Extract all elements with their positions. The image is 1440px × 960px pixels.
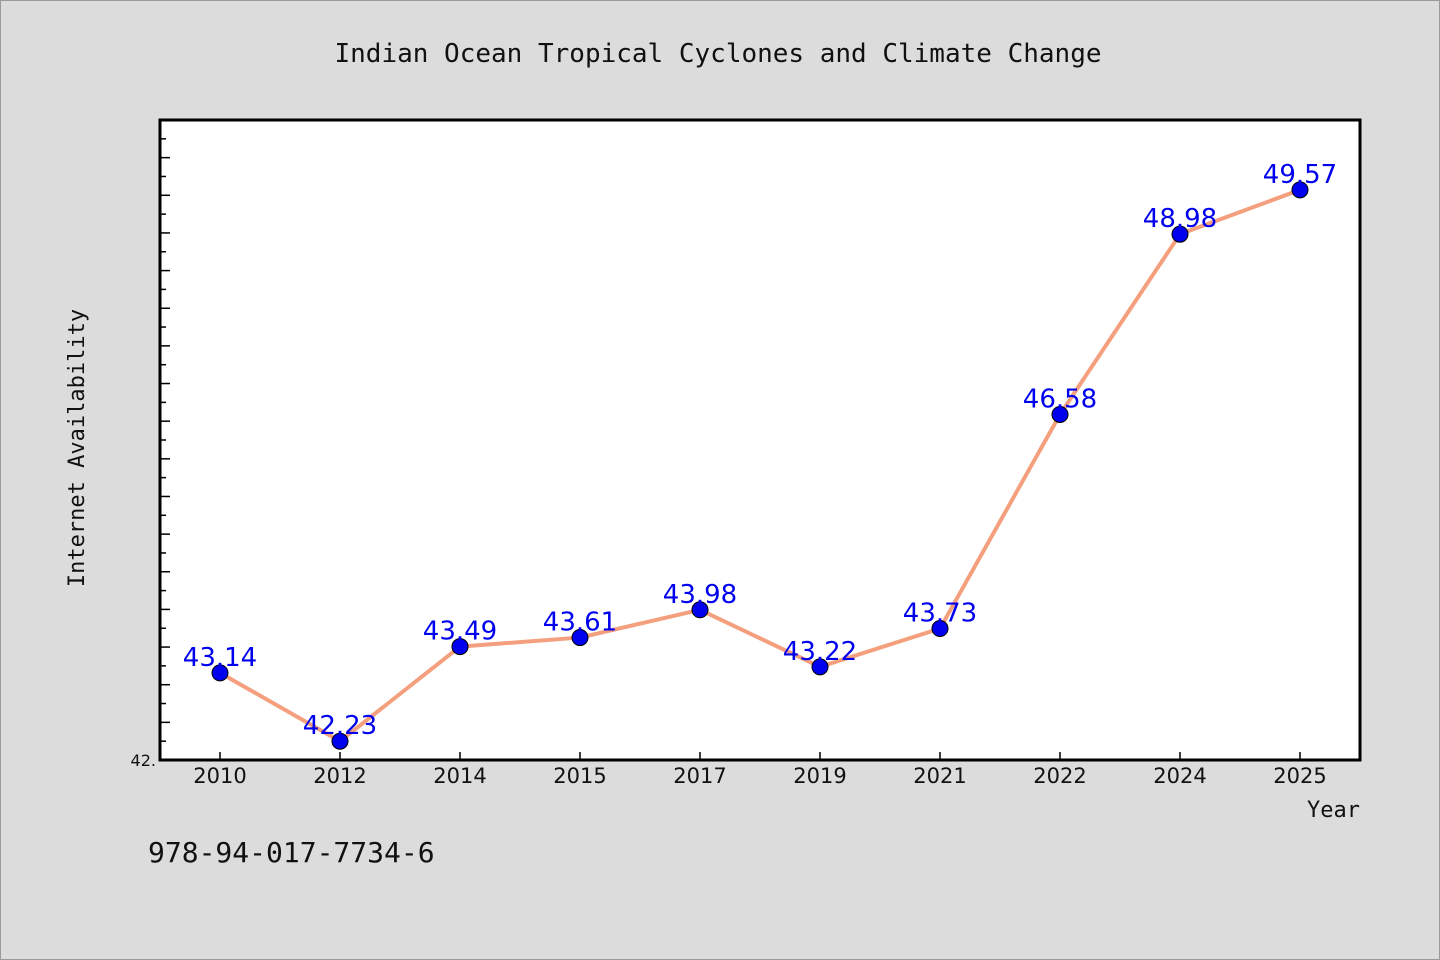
x-tick-label: 2022 — [1033, 764, 1086, 788]
data-label: 42.23 — [303, 711, 377, 741]
x-tick-label: 2019 — [793, 764, 846, 788]
data-point — [571, 629, 589, 647]
x-axis-ticks: 2010 2012 2014 2015 2017 2019 2021 2022 2024 2025 — [193, 752, 1327, 788]
data-point — [691, 601, 709, 619]
data-point — [1171, 225, 1189, 243]
data-point — [331, 732, 349, 750]
x-tick-label: 2025 — [1273, 764, 1326, 788]
y-axis-label: Internet Availability — [65, 309, 90, 587]
data-point — [451, 638, 469, 656]
x-tick-label: 2010 — [193, 764, 246, 788]
data-label: 43.22 — [783, 637, 857, 667]
plot-area — [160, 120, 1360, 760]
data-labels: 43.14 42.23 43.49 43.61 43.98 43.22 43.73 46.58… — [183, 160, 1337, 741]
data-label: 43.98 — [663, 580, 737, 610]
footer-code: 978-94-017-7734-6 — [148, 836, 435, 869]
x-tick-label: 2017 — [673, 764, 726, 788]
data-label: 49.57 — [1263, 160, 1337, 190]
series-line — [218, 187, 1302, 744]
data-point — [1291, 181, 1309, 199]
y-tick-label: 42. — [131, 751, 156, 770]
x-tick-label: 2015 — [553, 764, 606, 788]
x-tick-label: 2014 — [433, 764, 486, 788]
data-point — [931, 620, 949, 638]
x-axis-label: Year — [1307, 798, 1360, 823]
plot-border — [158, 118, 1362, 762]
data-point — [211, 664, 229, 682]
data-point — [811, 658, 829, 676]
x-tick-label: 2012 — [313, 764, 366, 788]
data-label: 43.61 — [543, 608, 617, 638]
x-tick-label: 2021 — [913, 764, 966, 788]
data-label: 43.14 — [183, 643, 257, 673]
data-point — [1051, 405, 1069, 423]
data-label: 46.58 — [1023, 384, 1097, 414]
x-tick-label: 2024 — [1153, 764, 1206, 788]
data-label: 43.73 — [903, 599, 977, 629]
data-label: 43.49 — [423, 617, 497, 647]
data-markers — [211, 181, 1309, 750]
chart-title: Indian Ocean Tropical Cyclones and Clima… — [334, 39, 1101, 69]
data-label: 48.98 — [1143, 204, 1217, 234]
